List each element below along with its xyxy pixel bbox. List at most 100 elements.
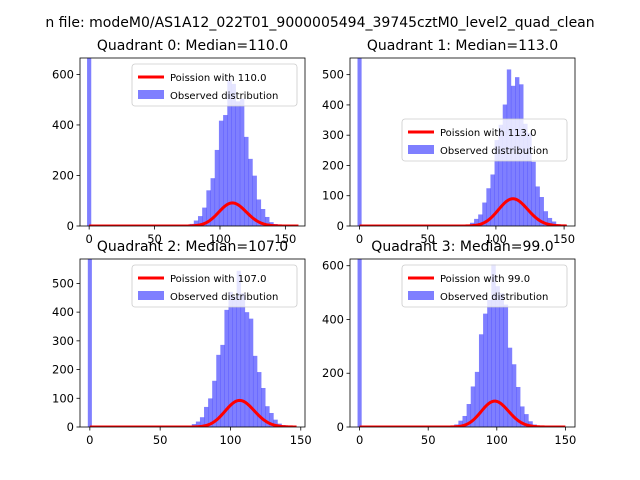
hist-bar: [199, 417, 205, 427]
legend-box: [131, 264, 298, 308]
hist-bar: [248, 318, 254, 427]
hist-bar: [520, 406, 525, 427]
subplot-quadrant-3: 0 50 100 150 0 200 400 600 Quadrant 3: Median=99…: [322, 239, 576, 447]
y-tick-label: 200: [52, 363, 74, 377]
subplot-title: Quadrant 2: Median=107.0: [97, 239, 288, 255]
hist-bar: [228, 291, 233, 427]
legend-swatch-hist: [408, 145, 434, 154]
hist-bar: [528, 421, 533, 427]
y-tick-label: 0: [337, 420, 344, 434]
legend-entry-fit: Poission with 110.0: [170, 73, 266, 84]
legend-entry-hist: Observed distribution: [440, 146, 548, 157]
legend-box: [131, 63, 298, 107]
hist-bar: [261, 387, 266, 427]
subplot-title: Quadrant 1: Median=113.0: [367, 38, 558, 54]
hist-bar: [244, 312, 250, 427]
hist-bar: [269, 412, 274, 427]
hist-bar: [551, 221, 557, 226]
hist-bar: [232, 296, 237, 427]
hist-bar: [218, 120, 224, 226]
hist-bar: [531, 161, 536, 226]
hist-bar: [487, 299, 492, 427]
axes-frame: [79, 258, 306, 428]
hist-bar: [499, 293, 504, 427]
hist-bar: [195, 421, 201, 427]
hist-bar: [507, 347, 513, 427]
hist-bar: [503, 304, 509, 427]
legend: Poission with 107.0 Observed distribution: [131, 264, 298, 308]
hist-bar: [224, 309, 229, 427]
hist-bar: [502, 104, 508, 226]
subplot-grid: 0 50 100 150 0 200 400 600 Quadrant 0: Median=11…: [52, 38, 576, 447]
hist-bar: [223, 115, 228, 226]
hist-bar: [486, 188, 491, 226]
hist-bar: [244, 136, 249, 226]
hist-bar: [357, 259, 362, 427]
x-tick-label: 150: [274, 232, 296, 246]
y-tick-label: 0: [337, 219, 344, 233]
y-tick-label: 500: [322, 68, 344, 82]
x-tick-label: 50: [153, 433, 168, 447]
plot-area: [357, 259, 567, 427]
subplot-quadrant-0: 0 50 100 150 0 200 400 600 Quadrant 0: Median=11…: [52, 38, 306, 246]
hist-bar: [490, 174, 495, 226]
x-tick-label: 100: [485, 232, 507, 246]
hist-bar: [524, 414, 529, 427]
x-tick-label: 0: [356, 232, 363, 246]
legend: Poission with 99.0 Observed distribution: [401, 264, 568, 308]
hist-bar: [252, 355, 258, 427]
x-tick-label: 150: [554, 433, 576, 447]
x-tick-label: 0: [356, 433, 363, 447]
legend-swatch-hist: [408, 291, 434, 300]
subplot-quadrant-2: 0 50 100 150 0 100 200 300 400 500 Quadrant 2: Med…: [52, 239, 312, 447]
hist-bar: [478, 334, 484, 427]
legend-entry-fit: Poission with 107.0: [170, 274, 266, 285]
x-tick-label: 50: [420, 232, 435, 246]
y-tick-label: 0: [67, 219, 74, 233]
hist-bar: [498, 124, 504, 226]
hist-bar: [257, 372, 262, 427]
hist-bar: [193, 220, 199, 226]
hist-bar: [523, 123, 528, 226]
hist-bar: [516, 386, 521, 427]
hist-bar: [214, 149, 220, 226]
hist-bar: [462, 415, 467, 427]
y-tick-label: 300: [52, 334, 74, 348]
hist-bar: [483, 313, 488, 427]
y-tick-label: 400: [52, 118, 74, 132]
hist-bar: [239, 98, 245, 226]
y-tick-label: 500: [52, 276, 74, 290]
hist-bar: [210, 178, 216, 226]
hist-bar: [466, 404, 472, 427]
hist-bar: [470, 386, 476, 427]
hist-bar: [265, 406, 270, 427]
y-tick-label: 400: [322, 98, 344, 112]
hist-bar: [235, 101, 241, 226]
hist-bar: [357, 58, 362, 226]
hist-bar: [197, 216, 203, 226]
legend-box: [401, 118, 568, 162]
hist-bar: [491, 264, 496, 427]
subplot-quadrant-1: 0 50 100 150 0 100 200 300 400 500 Quadrant 1: Med…: [322, 38, 576, 246]
hist-bar: [206, 190, 211, 226]
hist-bar: [220, 344, 225, 427]
fit-curve: [358, 399, 567, 427]
subplot-title: Quadrant 3: Median=99.0: [371, 239, 553, 255]
y-tick-label: 600: [52, 67, 74, 81]
hist-bar: [474, 371, 480, 427]
legend-box: [401, 264, 568, 308]
x-tick-label: 50: [421, 433, 436, 447]
hist-bar: [539, 197, 544, 226]
y-tick-label: 600: [322, 259, 344, 273]
x-tick-label: 150: [290, 433, 312, 447]
hist-bar: [208, 398, 213, 427]
legend-entry-fit: Poission with 113.0: [440, 128, 536, 139]
legend-entry-fit: Poission with 99.0: [440, 274, 530, 285]
hist-bar: [240, 293, 246, 427]
hist-bar: [547, 217, 553, 226]
subplot-title: Quadrant 0: Median=110.0: [97, 38, 288, 54]
hist-bar: [252, 175, 257, 226]
y-tick-label: 200: [322, 158, 344, 172]
hist-bar: [494, 140, 499, 226]
x-tick-label: 50: [147, 232, 162, 246]
